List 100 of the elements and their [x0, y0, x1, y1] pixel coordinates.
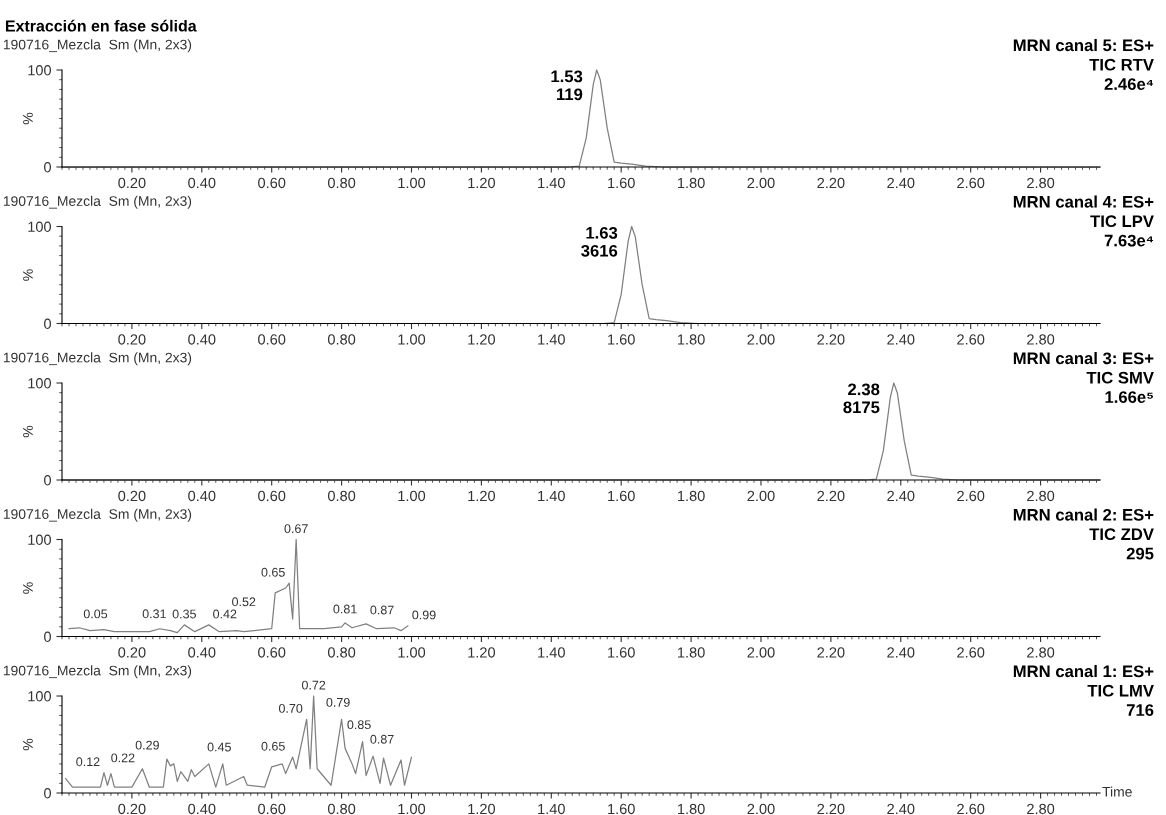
x-tick-label: 2.00: [747, 490, 775, 502]
x-tick-label: 0.60: [258, 490, 286, 502]
x-tick-label: 1.00: [398, 647, 426, 658]
annotation: 0.67: [284, 524, 308, 534]
y-tick-label: 0: [44, 788, 52, 799]
annotation: TIC SMV: [1086, 371, 1154, 384]
x-tick-label: 1.40: [538, 647, 565, 658]
x-tick-label: 0.40: [188, 647, 216, 658]
x-tick-label: 0.60: [258, 177, 286, 189]
x-tick-label: 2.80: [1027, 803, 1055, 815]
annotation: 1.53 119: [551, 70, 583, 101]
x-tick-label: 2.40: [887, 334, 915, 345]
x-tick-label: 1.40: [538, 490, 565, 502]
annotation: 2.38 8175: [843, 383, 880, 414]
x-tick-label: 1.80: [678, 803, 705, 815]
chart-subtitle: 190716_Mezcla Sm (Mn, 2x3): [3, 665, 192, 679]
x-tick-label: 1.20: [468, 490, 496, 502]
x-tick-label: 0.60: [258, 334, 286, 345]
text: MRN canal 3: ES+: [1013, 351, 1154, 365]
y-tick-label: 100: [28, 534, 52, 545]
annotation: 0.05: [83, 609, 108, 619]
annotation: TIC LPV: [1090, 215, 1154, 228]
x-tick-label: 1.60: [608, 647, 635, 658]
x-tick-label: 2.20: [817, 334, 845, 345]
annotation: TIC ZDV: [1089, 528, 1154, 541]
chart-subtitle: 190716_Mezcla Sm (Mn, 2x3): [3, 195, 192, 209]
x-tick-label: 2.20: [817, 647, 845, 658]
x-tick-label: 2.40: [887, 647, 915, 658]
x-tick-label: 2.80: [1027, 334, 1055, 345]
x-tick-label: 2.60: [957, 334, 985, 345]
x-tick-label: 1.80: [678, 490, 705, 502]
x-tick-label: 1.20: [468, 334, 496, 345]
annotation: 0.72: [301, 680, 326, 690]
annotation: 0.12: [76, 757, 100, 767]
y-tick-label: 0: [44, 162, 52, 173]
x-tick-label: 0.80: [327, 490, 356, 502]
x-tick-label: 0.40: [188, 490, 216, 502]
annotation: 0.31: [142, 609, 166, 619]
annotation: 0.22: [111, 753, 135, 763]
x-tick-label: 1.00: [398, 803, 426, 815]
x-tick-label: 2.80: [1027, 647, 1055, 658]
y-tick-label: 0: [44, 631, 52, 642]
x-tick-label: 1.40: [538, 803, 565, 815]
annotation: 0.45: [207, 742, 231, 752]
x-tick-label: 2.60: [957, 490, 985, 502]
text: 295: [1126, 547, 1154, 560]
x-tick-label: 1.20: [468, 647, 496, 658]
annotation: 0.79: [326, 697, 350, 707]
text: 7.63e⁴: [1104, 234, 1154, 247]
x-tick-label: 1.40: [538, 334, 565, 345]
x-tick-label: 2.00: [747, 334, 775, 345]
annotation: 0.35: [172, 609, 196, 619]
x-tick-label: 0.80: [327, 803, 356, 815]
x-tick-label: 2.20: [817, 803, 845, 815]
x-tick-label: 2.80: [1027, 177, 1055, 189]
y-axis-title: %: [23, 112, 33, 125]
annotation: 0.29: [135, 740, 159, 750]
x-tick-label: 2.00: [747, 177, 775, 189]
x-tick-label: 1.00: [398, 334, 426, 345]
text: MRN canal 1: ES+: [1013, 664, 1154, 678]
x-tick-label: 0.20: [118, 177, 146, 189]
text: MRN canal 5: ES+: [1013, 38, 1154, 52]
x-tick-label: 1.00: [398, 490, 426, 502]
chart-title: Extracción en fase sólida: [5, 19, 197, 32]
chart-subtitle: 190716_Mezcla Sm (Mn, 2x3): [3, 39, 192, 53]
annotation: 0.65: [261, 567, 285, 577]
x-tick-label: 1.60: [608, 177, 635, 189]
x-tick-label: 0.40: [188, 177, 216, 189]
x-axis-title: Time: [1102, 786, 1132, 797]
x-tick-label: 1.40: [538, 177, 565, 189]
x-tick-label: 2.00: [747, 803, 775, 815]
x-tick-label: 0.20: [118, 647, 146, 658]
x-tick-label: 1.60: [608, 803, 635, 815]
x-tick-label: 0.80: [327, 177, 356, 189]
x-tick-label: 2.20: [817, 490, 845, 502]
x-tick-label: 1.20: [468, 803, 496, 815]
y-tick-label: 100: [28, 691, 52, 702]
text: 2.46e⁴: [1104, 78, 1154, 90]
x-tick-label: 0.60: [258, 647, 286, 658]
x-tick-label: 1.80: [678, 177, 705, 189]
annotation: TIC RTV: [1089, 58, 1154, 71]
x-tick-label: 0.80: [327, 334, 356, 345]
y-tick-label: 0: [44, 318, 52, 329]
x-tick-label: 2.60: [957, 803, 985, 815]
text: MRN canal 2: ES+: [1013, 508, 1154, 521]
x-tick-label: 0.80: [327, 647, 356, 658]
chart-subtitle: 190716_Mezcla Sm (Mn, 2x3): [3, 508, 192, 522]
y-axis-title: %: [23, 738, 33, 751]
x-tick-label: 2.20: [817, 177, 845, 189]
annotation: 0.65: [261, 741, 285, 751]
annotation: 0.87: [370, 734, 394, 744]
text: 1.66e⁵: [1105, 391, 1153, 403]
x-tick-label: 0.40: [188, 803, 216, 815]
x-tick-label: 1.60: [608, 334, 635, 345]
y-tick-label: 0: [44, 475, 52, 486]
annotation: 0.85: [347, 720, 371, 730]
annotation: 0.81: [333, 604, 357, 614]
x-tick-label: 1.20: [468, 177, 496, 189]
x-tick-label: 2.00: [747, 647, 775, 658]
annotation: TIC LMV: [1087, 684, 1154, 697]
